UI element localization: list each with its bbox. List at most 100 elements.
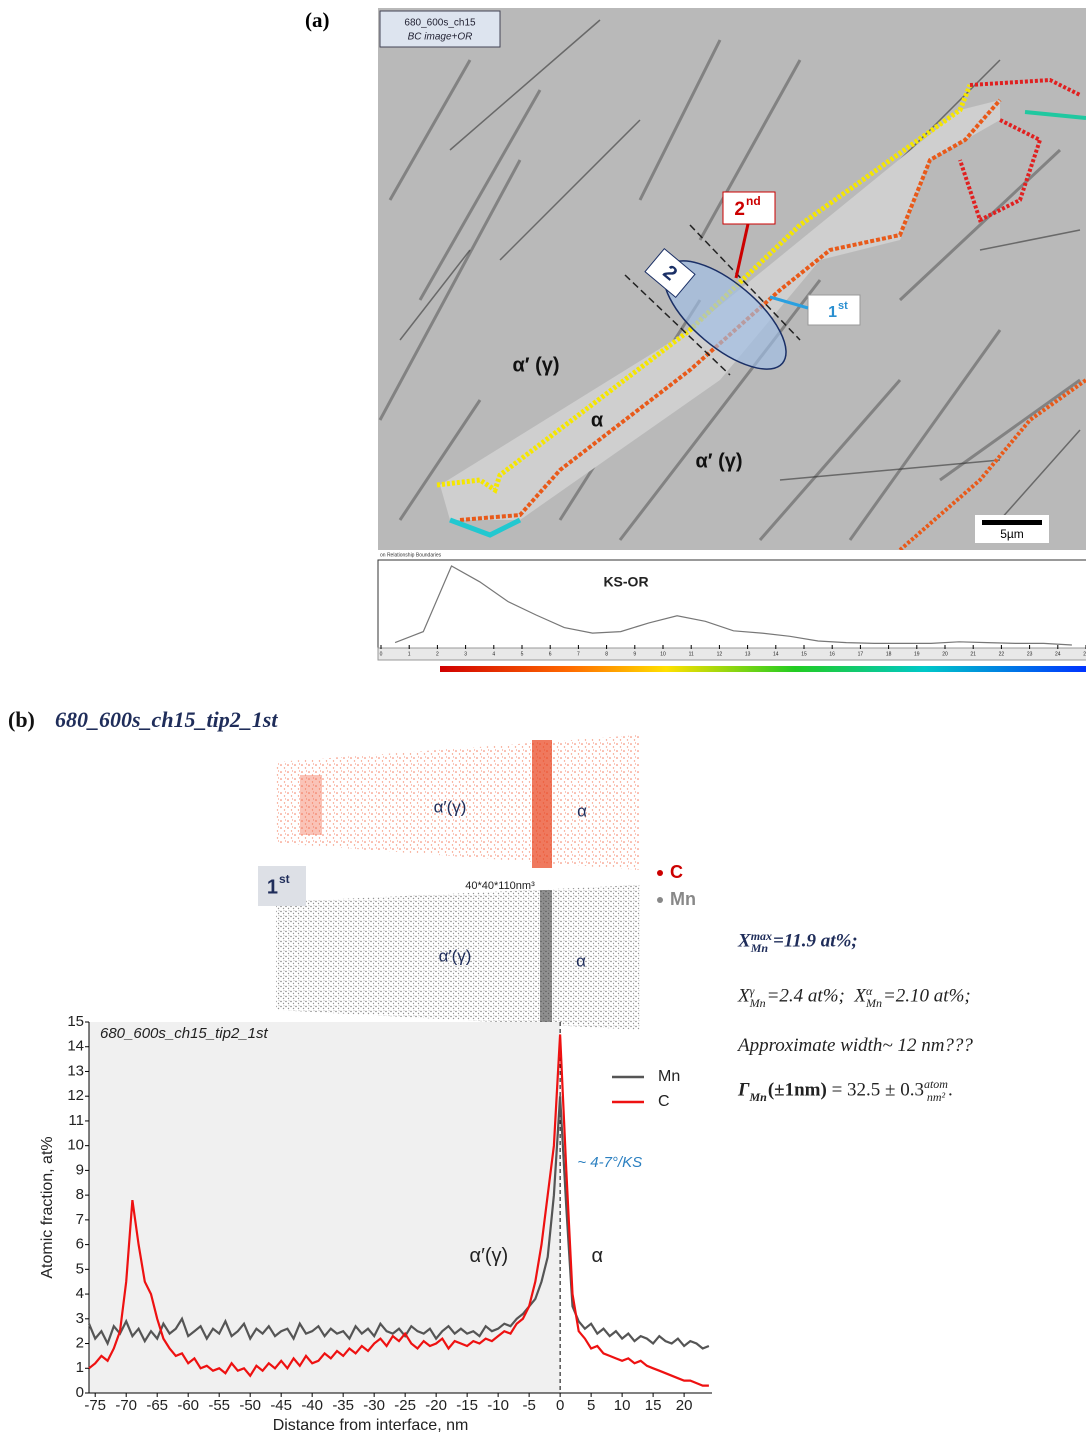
y-tick-label: 4 [76, 1285, 84, 1302]
boundary-green [1024, 110, 1086, 120]
histogram-axis [377, 647, 1086, 661]
chart-title: 680_600s_ch15_tip2_1st [100, 1025, 268, 1042]
cut-line [624, 274, 731, 376]
boundary-red [898, 378, 1086, 550]
tip-label-box [644, 247, 696, 299]
micrograph: 2 [378, 8, 1086, 550]
equation: Γ Mn (±1nm) = 32.5 ± 0.3 atom nm². [738, 1078, 953, 1104]
phase-label: α [591, 409, 604, 431]
x-tick-label: -65 [146, 1397, 168, 1414]
x-tick-label: 22 [999, 651, 1005, 657]
eq-den: nm² [926, 1090, 946, 1104]
eq-text: =2.4 at%; [766, 985, 845, 1007]
x-tick-label: 9 [633, 651, 636, 657]
x-tick-label: 8 [605, 651, 608, 657]
x-tick-label: 14 [773, 651, 779, 657]
eq-text: =2.10 at%; [882, 985, 971, 1007]
legend-dot [657, 870, 663, 876]
eq-symbol: Γ [738, 1079, 750, 1101]
x-tick-label: -60 [177, 1397, 199, 1414]
x-tick-label: 15 [645, 1397, 662, 1414]
x-tick-label: 12 [717, 651, 723, 657]
y-tick-label: 9 [76, 1161, 84, 1178]
second-box [722, 191, 776, 225]
eq-symbol: X [738, 930, 751, 952]
x-tick-label: 3 [464, 651, 467, 657]
phase-label: α′ (γ) [695, 450, 742, 472]
first-base: 1 [828, 304, 837, 321]
x-tick-label: 5 [521, 651, 524, 657]
second-sup: nd [746, 194, 761, 208]
histogram-frame [377, 559, 1086, 649]
x-tick-label: 20 [676, 1397, 693, 1414]
eq-sup: max [750, 929, 773, 943]
x-tick-label: -15 [456, 1397, 478, 1414]
legend-c: C [670, 862, 683, 882]
annotation: α [592, 1245, 604, 1267]
boundary-red [958, 118, 1043, 223]
legend-label: Mn [658, 1068, 680, 1085]
y-tick-label: 12 [67, 1087, 84, 1104]
legend-dot [657, 897, 663, 903]
scale-bar [982, 520, 1042, 525]
x-tick-label: 10 [660, 651, 666, 657]
x-tick-label: 20 [942, 651, 948, 657]
x-tick-label: 25 [1083, 651, 1086, 657]
eq-sub: Mn [749, 1090, 767, 1104]
y-tick-label: 13 [67, 1062, 84, 1079]
x-tick-label: -45 [270, 1397, 292, 1414]
first-arrow [769, 295, 809, 310]
panel-label: (a) [305, 8, 330, 32]
x-tick-label: 0 [556, 1397, 564, 1414]
first-box [807, 294, 861, 326]
series-line [88, 1034, 709, 1387]
x-tick-label: 17 [858, 651, 864, 657]
first-box [258, 866, 306, 906]
y-axis-label: Atomic fraction, at% [39, 1136, 56, 1278]
x-tick-label: -35 [332, 1397, 354, 1414]
eq-num: atom [923, 1077, 948, 1091]
y-tick-label: 5 [76, 1260, 84, 1277]
series-line [87, 1096, 710, 1350]
annotation: α′(γ) [470, 1245, 509, 1267]
x-tick-label: -50 [239, 1397, 261, 1414]
x-tick-label: 10 [614, 1397, 631, 1414]
phase-label: α′ (γ) [512, 354, 559, 376]
boundary-yellow [436, 84, 973, 494]
x-axis-label: Distance from interface, nm [273, 1417, 469, 1434]
x-tick-label: 11 [689, 651, 694, 657]
eq-sup: α [865, 984, 873, 998]
boundary-orange [459, 98, 1002, 522]
y-tick-label: 3 [76, 1310, 84, 1327]
color-bar [440, 666, 1086, 672]
y-tick-label: 14 [67, 1038, 84, 1055]
second-base: 2 [734, 199, 745, 220]
x-tick-label: 2 [436, 651, 439, 657]
x-tick-label: -5 [522, 1397, 535, 1414]
eq-symbol: X [854, 985, 866, 1007]
x-tick-label: -55 [208, 1397, 230, 1414]
x-tick-label: 19 [914, 651, 920, 657]
y-tick-label: 6 [76, 1236, 84, 1253]
x-tick-label: 18 [886, 651, 892, 657]
first-base: 1 [267, 876, 278, 898]
y-tick-label: 11 [68, 1112, 84, 1129]
y-tick-label: 10 [67, 1137, 84, 1154]
eq-sub: Mn [865, 996, 882, 1010]
phase-label: α′(γ) [439, 946, 472, 965]
x-tick-label: -10 [487, 1397, 509, 1414]
eq-text: =11.9 at%; [773, 930, 858, 952]
annotation: ~ 4-7°/KS [577, 1154, 642, 1171]
map-title: 680_600s_ch15 [404, 18, 476, 29]
x-tick-label: 13 [745, 651, 751, 657]
c-interface-band [532, 740, 552, 868]
eq-text: = 32.5 ± 0.3 [826, 1079, 924, 1101]
x-tick-label: 0 [380, 651, 383, 657]
c-cluster [300, 775, 322, 835]
x-tick-label: 7 [577, 651, 580, 657]
eq-symbol: X [738, 985, 750, 1007]
boundary-red [969, 77, 1081, 97]
x-tick-label: 6 [549, 651, 552, 657]
